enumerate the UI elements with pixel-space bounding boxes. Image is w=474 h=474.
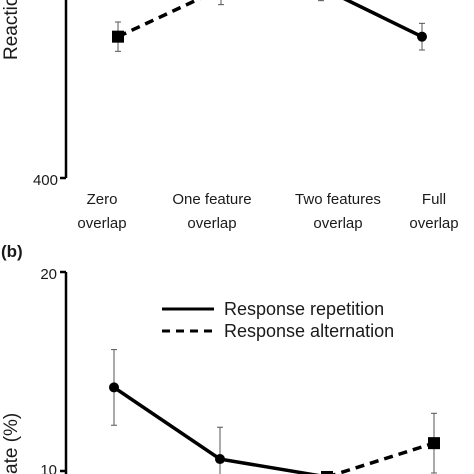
legend-label-repetition: Response repetition [224, 299, 384, 319]
panel-a-x-tick-label-2: One feature [172, 191, 251, 208]
panel-a-x-tick-label-3b: overlap [313, 215, 362, 232]
panel-a-x-tick-label-3: Two features [295, 191, 381, 208]
panel-a-x-tick-label-1: Zero [87, 191, 118, 208]
panel-a-plot-area [112, 0, 427, 52]
data-point-circle [417, 31, 427, 42]
panel-a-x-tick-label-1b: overlap [77, 215, 126, 232]
series-line-1 [342, 0, 423, 39]
panel-a: 400 Reaction Zero overlap One feature ov… [1, 0, 459, 232]
panel-b-plot-area [109, 349, 440, 474]
data-point-square [112, 30, 124, 43]
legend: Response repetition Response alternation [162, 299, 394, 341]
panel-a-y-tick-label: 400 [33, 172, 58, 189]
panel-a-y-axis-label: Reaction [1, 0, 22, 60]
panel-b-y-tick-label-10: 10 [40, 462, 57, 474]
panel-b-y-axis-label: ate (%) [1, 413, 22, 474]
data-point-square [428, 437, 440, 450]
series-line-2 [330, 441, 435, 474]
panel-a-x-tick-label-4: Full [422, 191, 446, 208]
panel-a-x-tick-label-4b: overlap [409, 215, 458, 232]
panel-a-x-tick-label-2b: overlap [187, 215, 236, 232]
series-line-2 [117, 0, 201, 39]
data-point-circle [215, 454, 225, 465]
data-point-circle [109, 382, 119, 393]
panel-b-label: (b) [1, 242, 23, 261]
legend-label-alternation: Response alternation [224, 321, 394, 341]
data-point-square [321, 470, 333, 474]
panel-b: (b) 20 10 ate (%) Response repetition Re… [1, 242, 440, 474]
panel-b-y-tick-label-20: 20 [40, 266, 57, 283]
